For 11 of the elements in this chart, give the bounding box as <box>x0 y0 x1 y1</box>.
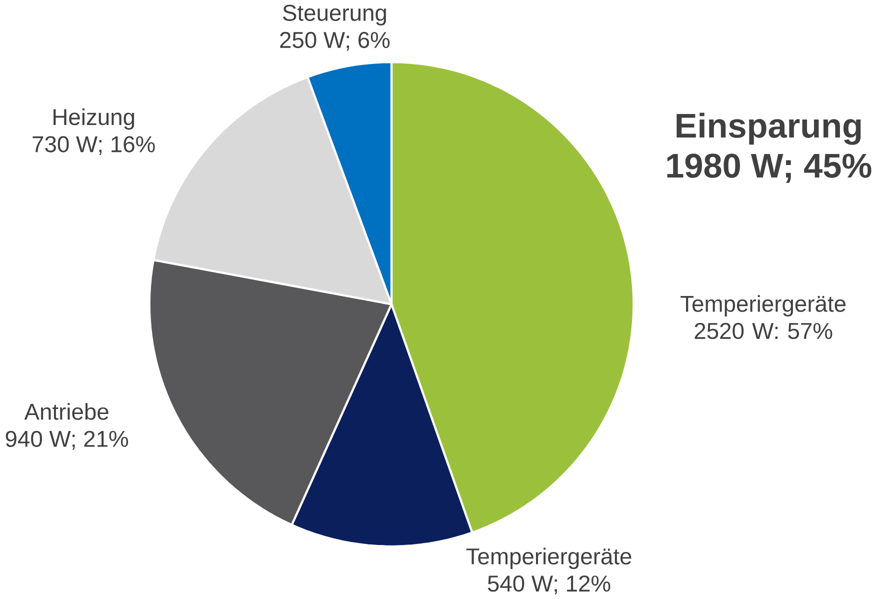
data-label: 730 W; 16% <box>32 136 155 155</box>
slice-label: Einsparung <box>676 112 861 145</box>
text: Temperiergeräte 2520 W: 57% <box>680 295 846 339</box>
data-label: 540 W; 12% <box>488 575 610 594</box>
data-label: 1980 W; 45% <box>667 154 872 183</box>
slice-label: Heizung <box>54 108 134 130</box>
data-label: 940 W; 21% <box>6 430 128 450</box>
data-label: 250 W; 6% <box>280 32 390 51</box>
slice-label: Antriebe <box>24 403 108 420</box>
slice-label: Steuerung <box>282 4 386 26</box>
slice-label: Temperiergeräte <box>466 548 632 569</box>
